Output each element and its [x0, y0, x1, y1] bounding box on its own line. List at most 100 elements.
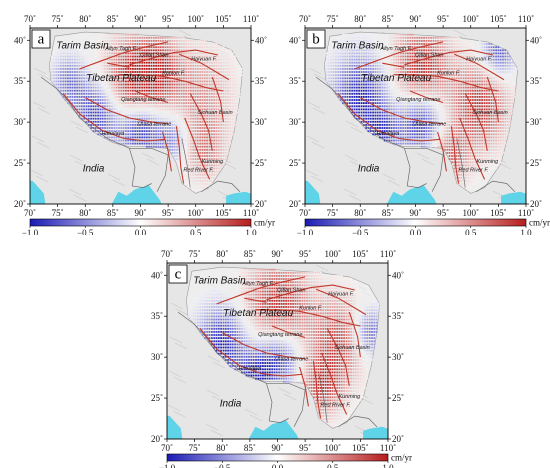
velocity-cell — [176, 142, 178, 145]
velocity-cell — [50, 58, 53, 61]
velocity-cell — [462, 117, 465, 120]
velocity-cell — [425, 102, 428, 104]
velocity-cell — [196, 111, 199, 114]
velocity-cell — [71, 52, 74, 55]
velocity-cell — [213, 161, 215, 164]
velocity-cell — [178, 108, 181, 111]
velocity-cell — [441, 92, 444, 95]
velocity-cell — [344, 80, 347, 83]
velocity-cell — [125, 49, 127, 52]
velocity-cell — [101, 86, 104, 89]
velocity-cell — [71, 64, 74, 67]
velocity-cell — [99, 49, 102, 52]
relief-streak — [33, 67, 47, 75]
relief-streak — [70, 120, 84, 128]
velocity-cell — [362, 71, 365, 73]
velocity-cell — [166, 74, 169, 77]
velocity-cell — [353, 52, 356, 55]
velocity-cell — [224, 158, 227, 160]
velocity-cell — [201, 83, 204, 86]
velocity-cell — [388, 120, 391, 123]
velocity-cell — [381, 117, 384, 120]
velocity-cell — [388, 114, 391, 117]
velocity-cell — [138, 46, 141, 49]
velocity-cell — [369, 55, 372, 58]
velocity-cell — [173, 55, 176, 58]
velocity-cell — [358, 99, 360, 101]
velocity-cell — [87, 74, 90, 77]
velocity-cell — [386, 49, 388, 52]
velocity-cell — [453, 102, 456, 104]
velocity-cell — [425, 40, 428, 42]
velocity-cell — [187, 99, 190, 101]
velocity-cell — [145, 46, 148, 49]
velocity-cell — [339, 89, 342, 92]
velocity-cell — [97, 83, 99, 86]
velocity-cell — [143, 58, 146, 61]
velocity-cell — [418, 142, 421, 145]
velocity-cell — [192, 102, 195, 104]
velocity-cell — [104, 43, 106, 45]
velocity-cell — [416, 120, 419, 123]
velocity-cell — [328, 77, 330, 80]
ocean-arabian-sea — [30, 180, 46, 204]
velocity-cell — [395, 68, 398, 70]
velocity-cell — [150, 64, 153, 67]
velocity-cell — [224, 80, 227, 83]
velocity-cell — [166, 49, 169, 52]
velocity-cell — [439, 46, 442, 49]
velocity-cell — [453, 52, 456, 55]
velocity-cell — [467, 130, 470, 132]
velocity-cell — [85, 96, 88, 98]
velocity-cell — [344, 58, 347, 61]
velocity-cell — [325, 58, 328, 61]
velocity-cell — [451, 142, 453, 145]
velocity-cell — [152, 142, 155, 145]
velocity-cell — [360, 46, 363, 49]
velocity-cell — [451, 43, 453, 45]
map-b: 70˚ 75˚ 80˚ 85˚ 90˚ 95˚ 100˚ 105˚ 110˚70˚ 75˚ 80˚ 8… — [289, 14, 550, 235]
velocity-cell — [416, 83, 419, 86]
velocity-cell — [173, 130, 176, 132]
velocity-cell — [150, 108, 153, 111]
velocity-cell — [194, 64, 197, 67]
velocity-cell — [152, 127, 155, 129]
velocity-cell — [108, 102, 111, 104]
velocity-cell — [469, 105, 472, 108]
velocity-cell — [451, 89, 453, 92]
velocity-cell — [76, 102, 79, 104]
velocity-cell — [367, 46, 370, 49]
velocity-cell — [465, 68, 467, 70]
velocity-cell — [120, 43, 123, 45]
velocity-cell — [113, 96, 116, 98]
velocity-cell — [393, 136, 395, 139]
velocity-cell — [155, 145, 157, 148]
velocity-cell — [171, 117, 174, 120]
velocity-cell — [120, 36, 123, 39]
velocity-cell — [213, 117, 215, 120]
velocity-cell — [418, 61, 421, 64]
velocity-cell — [386, 130, 388, 132]
velocity-cell — [125, 92, 127, 95]
velocity-cell — [180, 46, 183, 49]
velocity-cell — [206, 158, 208, 160]
velocity-cell — [420, 52, 423, 55]
velocity-cell — [187, 43, 190, 45]
velocity-cell — [458, 40, 460, 42]
velocity-cell — [134, 139, 137, 142]
velocity-cell — [150, 43, 153, 45]
x-tick-label: 100˚ — [463, 208, 480, 218]
velocity-cell — [395, 117, 398, 120]
velocity-cell — [388, 49, 391, 52]
velocity-cell — [101, 83, 104, 86]
velocity-cell — [372, 105, 374, 108]
velocity-cell — [374, 130, 377, 132]
velocity-cell — [152, 36, 155, 39]
velocity-cell — [148, 83, 150, 86]
velocity-cell — [465, 102, 467, 104]
velocity-cell — [402, 46, 405, 49]
velocity-cell — [173, 68, 176, 70]
velocity-cell — [111, 64, 113, 67]
velocity-cell — [196, 180, 199, 182]
velocity-cell — [155, 89, 157, 92]
